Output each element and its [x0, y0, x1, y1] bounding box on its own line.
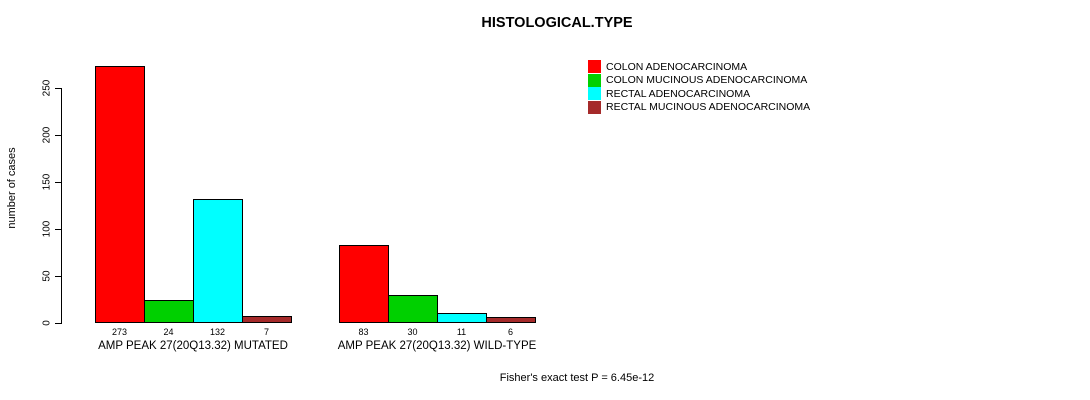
- bar-value-label: 24: [163, 327, 174, 337]
- legend-label: COLON ADENOCARCINOMA: [606, 60, 748, 73]
- y-tick: [55, 182, 61, 183]
- legend-swatch: [588, 100, 601, 114]
- bar: [144, 300, 194, 323]
- y-tick: [55, 323, 61, 324]
- y-axis-label: number of cases: [6, 147, 18, 229]
- y-tick-label: 100: [41, 220, 53, 238]
- y-tick-label: 250: [41, 79, 53, 97]
- bar-value-label: 83: [358, 327, 369, 337]
- group-label: AMP PEAK 27(20Q13.32) WILD-TYPE: [337, 340, 537, 352]
- chart-title: HISTOLOGICAL.TYPE: [481, 15, 633, 31]
- bar: [437, 312, 487, 323]
- bar: [486, 317, 536, 323]
- bar-value-label: 273: [111, 327, 128, 337]
- bar: [95, 66, 145, 323]
- bar: [339, 244, 389, 323]
- y-tick-label: 0: [41, 320, 53, 326]
- legend-label: COLON MUCINOUS ADENOCARCINOMA: [606, 74, 808, 87]
- legend-swatch: [588, 73, 601, 87]
- y-tick-label: 150: [41, 173, 53, 191]
- bar: [242, 316, 292, 323]
- bar-value-label: 11: [456, 327, 467, 337]
- bar: [193, 198, 243, 323]
- y-axis-line: [61, 88, 62, 324]
- y-tick: [55, 88, 61, 89]
- legend: COLON ADENOCARCINOMA COLON MUCINOUS ADENO…: [588, 60, 810, 114]
- legend-item: COLON MUCINOUS ADENOCARCINOMA: [588, 73, 810, 88]
- bar-value-label: 30: [407, 327, 418, 337]
- y-tick: [55, 229, 61, 230]
- stats-footer: Fisher's exact test P = 6.45e-12: [499, 372, 655, 384]
- legend-label: RECTAL ADENOCARCINOMA: [606, 87, 751, 100]
- y-tick-label: 50: [41, 270, 53, 282]
- legend-label: RECTAL MUCINOUS ADENOCARCINOMA: [606, 101, 811, 114]
- legend-item: RECTAL ADENOCARCINOMA: [588, 87, 810, 101]
- bar-value-label: 6: [507, 327, 514, 337]
- y-tick: [55, 135, 61, 136]
- legend-swatch: [588, 87, 601, 101]
- legend-swatch: [588, 60, 601, 74]
- y-tick-label: 200: [41, 126, 53, 144]
- bar-value-label: 132: [209, 327, 226, 337]
- group-label: AMP PEAK 27(20Q13.32) MUTATED: [98, 340, 288, 352]
- bar-value-label: 7: [263, 327, 270, 337]
- bar: [388, 294, 438, 323]
- plot-area: 0 50 100 150 200 250 273 24 132 7 AMP PEAK 27(20Q1…: [42, 50, 592, 352]
- legend-item: COLON ADENOCARCINOMA: [588, 60, 810, 74]
- y-tick: [55, 276, 61, 277]
- legend-item: RECTAL MUCINOUS ADENOCARCINOMA: [588, 100, 811, 115]
